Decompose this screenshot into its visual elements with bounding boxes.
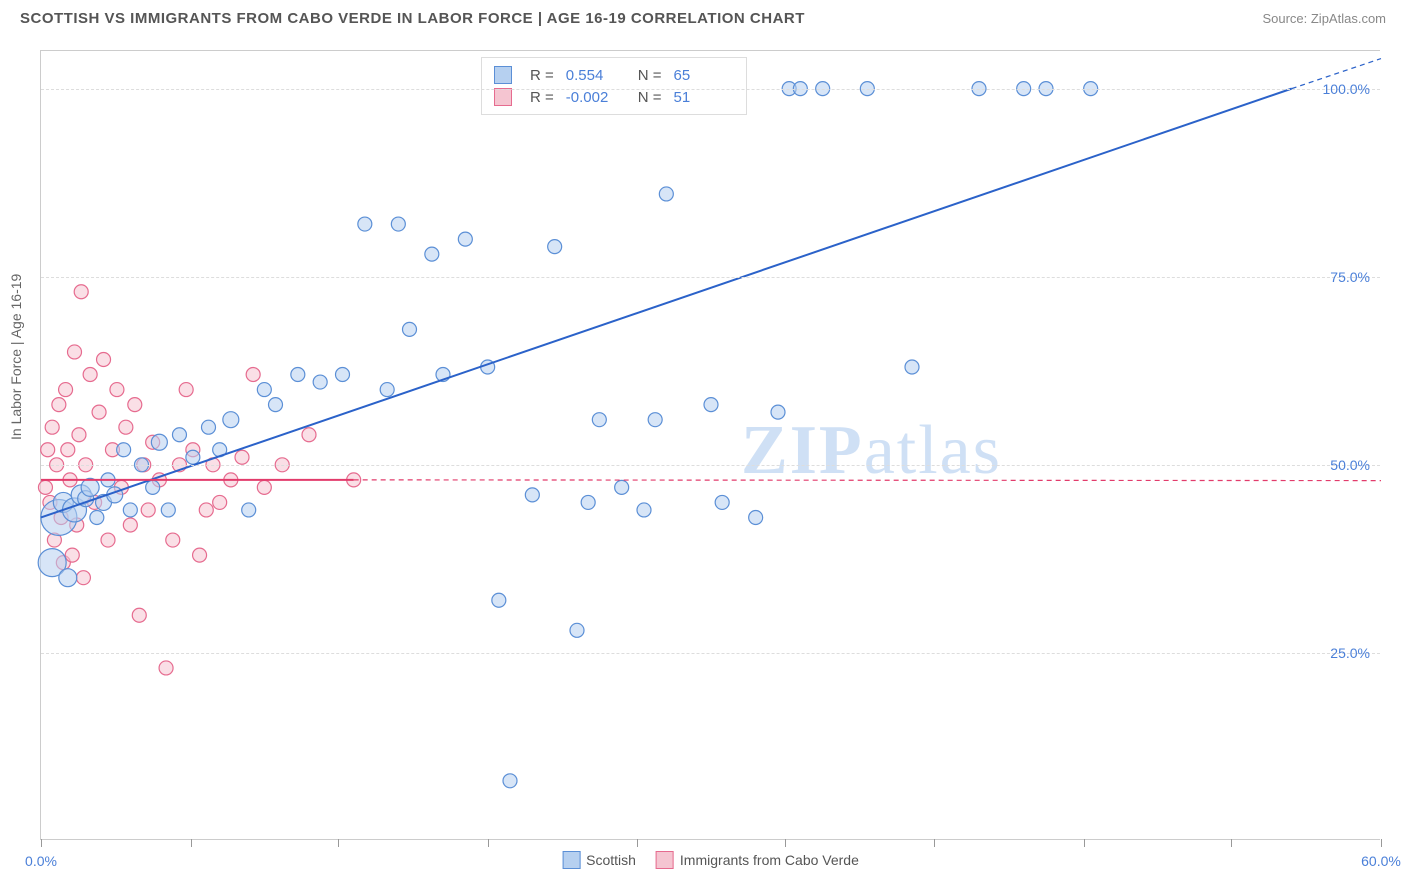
- gridline-horizontal: [41, 89, 1380, 90]
- legend-item-series1: Scottish: [562, 851, 636, 869]
- y-tick-label: 50.0%: [1330, 457, 1370, 473]
- series2-swatch-icon: [656, 851, 674, 869]
- x-tick: [1231, 839, 1232, 847]
- y-tick-label: 100.0%: [1323, 81, 1370, 97]
- x-tick: [785, 839, 786, 847]
- x-tick-label: 0.0%: [25, 853, 57, 869]
- r-label: R =: [530, 67, 554, 84]
- gridline-horizontal: [41, 653, 1380, 654]
- chart-container: ZIPatlas R = 0.554 N = 65 R = -0.002 N =…: [40, 50, 1380, 840]
- series2-swatch-icon: [494, 88, 512, 106]
- y-tick-label: 75.0%: [1330, 269, 1370, 285]
- r-value-series2: -0.002: [566, 89, 626, 106]
- correlation-row-series1: R = 0.554 N = 65: [494, 64, 734, 86]
- x-tick: [637, 839, 638, 847]
- series1-swatch-icon: [494, 66, 512, 84]
- y-tick-label: 25.0%: [1330, 645, 1370, 661]
- x-tick: [934, 839, 935, 847]
- r-label: R =: [530, 89, 554, 106]
- n-value-series2: 51: [674, 89, 734, 106]
- gridline-horizontal: [41, 277, 1380, 278]
- source-attribution: Source: ZipAtlas.com: [1262, 11, 1386, 26]
- legend-label-series2: Immigrants from Cabo Verde: [680, 852, 859, 868]
- x-tick: [1381, 839, 1382, 847]
- x-tick: [1084, 839, 1085, 847]
- x-tick: [191, 839, 192, 847]
- n-label: N =: [638, 67, 662, 84]
- y-axis-label: In Labor Force | Age 16-19: [8, 274, 24, 440]
- chart-title: SCOTTISH VS IMMIGRANTS FROM CABO VERDE I…: [20, 10, 805, 27]
- legend-label-series1: Scottish: [586, 852, 636, 868]
- x-tick-label: 60.0%: [1361, 853, 1401, 869]
- scatter-plot: [41, 51, 1380, 839]
- r-value-series1: 0.554: [566, 67, 626, 84]
- n-label: N =: [638, 89, 662, 106]
- series1-swatch-icon: [562, 851, 580, 869]
- gridline-horizontal: [41, 465, 1380, 466]
- n-value-series1: 65: [674, 67, 734, 84]
- correlation-stats-box: R = 0.554 N = 65 R = -0.002 N = 51: [481, 57, 747, 115]
- legend: Scottish Immigrants from Cabo Verde: [562, 851, 859, 869]
- x-tick: [41, 839, 42, 847]
- legend-item-series2: Immigrants from Cabo Verde: [656, 851, 859, 869]
- x-tick: [338, 839, 339, 847]
- x-tick: [488, 839, 489, 847]
